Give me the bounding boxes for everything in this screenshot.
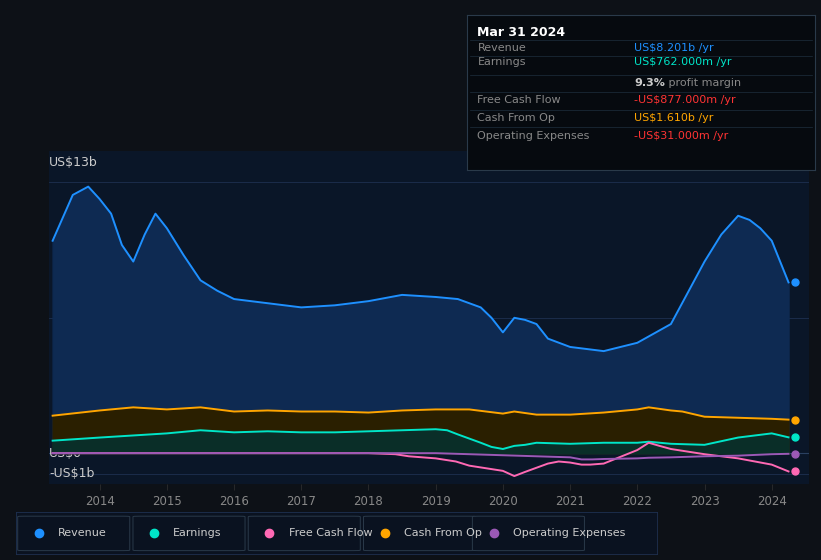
Text: Mar 31 2024: Mar 31 2024 (478, 26, 566, 39)
Text: Revenue: Revenue (58, 529, 107, 538)
Text: Earnings: Earnings (173, 529, 222, 538)
Text: Earnings: Earnings (478, 57, 526, 67)
Text: US$0: US$0 (49, 447, 82, 460)
Text: -US$877.000m /yr: -US$877.000m /yr (634, 95, 736, 105)
Text: profit margin: profit margin (665, 78, 741, 88)
Text: US$1.610b /yr: US$1.610b /yr (634, 113, 713, 123)
Text: US$762.000m /yr: US$762.000m /yr (634, 57, 732, 67)
FancyBboxPatch shape (248, 516, 360, 550)
FancyBboxPatch shape (133, 516, 245, 550)
FancyBboxPatch shape (472, 516, 585, 550)
FancyBboxPatch shape (18, 516, 130, 550)
Text: Cash From Op: Cash From Op (478, 113, 555, 123)
Text: US$8.201b /yr: US$8.201b /yr (634, 43, 713, 53)
Text: Operating Expenses: Operating Expenses (478, 131, 589, 141)
Text: 9.3%: 9.3% (634, 78, 665, 88)
Text: US$13b: US$13b (49, 156, 98, 169)
Text: Revenue: Revenue (478, 43, 526, 53)
Text: Free Cash Flow: Free Cash Flow (289, 529, 372, 538)
Text: Cash From Op: Cash From Op (404, 529, 482, 538)
FancyBboxPatch shape (364, 516, 475, 550)
Text: -US$1b: -US$1b (49, 468, 94, 480)
Text: Free Cash Flow: Free Cash Flow (478, 95, 561, 105)
Text: -US$31.000m /yr: -US$31.000m /yr (634, 131, 728, 141)
Text: Operating Expenses: Operating Expenses (513, 529, 625, 538)
